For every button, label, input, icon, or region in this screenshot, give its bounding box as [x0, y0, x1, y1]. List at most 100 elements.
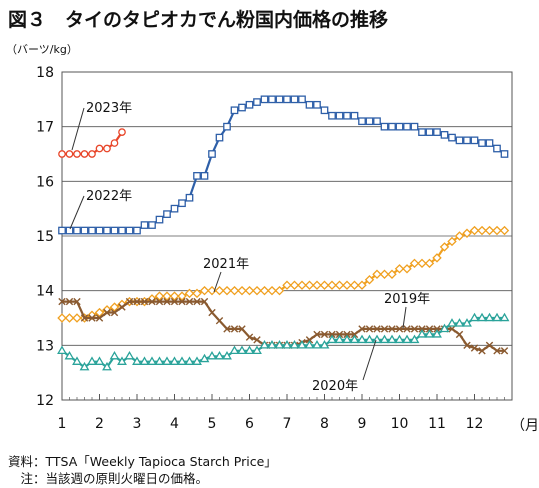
data-point: [58, 150, 66, 158]
data-point: [193, 297, 201, 306]
data-point: [237, 345, 247, 355]
data-point: [364, 275, 375, 285]
data-point: [193, 172, 201, 180]
data-point: [447, 318, 457, 327]
series-2022: [58, 95, 509, 235]
data-point: [65, 150, 74, 158]
data-point: [478, 139, 486, 147]
data-point: [440, 131, 449, 139]
data-point: [455, 136, 464, 145]
data-point: [349, 280, 360, 290]
data-point: [118, 226, 126, 235]
series-label: 2023年: [86, 101, 132, 116]
data-point: [80, 314, 89, 322]
data-point: [109, 302, 120, 312]
x-tick-label: 1: [58, 416, 67, 432]
data-point: [109, 350, 120, 360]
data-point: [424, 258, 435, 269]
data-point: [380, 122, 389, 131]
data-point: [485, 341, 494, 350]
data-point: [163, 210, 171, 218]
data-point: [304, 280, 315, 290]
data-point: [110, 139, 119, 147]
data-point: [155, 297, 164, 306]
data-point: [208, 308, 216, 317]
y-tick-label: 13: [36, 338, 54, 354]
data-point: [484, 312, 495, 322]
data-point: [185, 193, 194, 202]
data-point: [73, 226, 81, 235]
y-tick-label: 14: [36, 284, 54, 300]
data-point: [73, 297, 81, 306]
y-axis-ticks: 12 13 14 15 16 17 18: [36, 65, 54, 409]
data-point: [103, 144, 111, 153]
data-point: [148, 221, 156, 229]
data-point: [485, 139, 494, 147]
data-point: [237, 285, 247, 296]
data-point: [290, 95, 299, 104]
data-point: [334, 280, 345, 290]
data-point: [319, 280, 330, 290]
data-point: [125, 297, 134, 306]
data-point: [379, 269, 390, 279]
data-point: [124, 350, 135, 360]
data-point: [88, 226, 96, 235]
data-point: [418, 325, 426, 333]
data-point: [95, 226, 104, 235]
data-point: [372, 269, 382, 279]
data-point: [244, 285, 255, 296]
data-point: [403, 325, 411, 333]
data-point: [72, 313, 82, 323]
data-point: [462, 228, 472, 238]
label-leader-line: [71, 107, 85, 151]
data-point: [432, 329, 442, 338]
y-tick-label: 17: [36, 120, 54, 136]
data-point: [305, 336, 314, 344]
data-point: [328, 330, 336, 339]
data-point: [380, 325, 389, 333]
data-point: [65, 297, 74, 306]
data-point: [88, 150, 96, 158]
data-point: [447, 236, 457, 247]
data-point: [95, 314, 104, 322]
data-point: [463, 341, 471, 350]
note-text: 注：当該週の原則火曜日の価格。: [8, 471, 208, 486]
data-point: [403, 122, 411, 131]
data-point: [410, 325, 419, 333]
data-point: [200, 172, 209, 180]
data-point: [454, 318, 465, 327]
data-point: [365, 117, 374, 126]
y-tick-label: 18: [36, 65, 54, 81]
x-tick-label: 12: [466, 416, 484, 432]
data-point: [298, 95, 306, 104]
data-point: [259, 340, 270, 349]
series-label: 2020年: [312, 379, 358, 394]
series-labels: 2023年 2022年 2021年 2019年 2020年: [69, 101, 430, 394]
data-point: [454, 231, 465, 241]
data-point: [178, 199, 186, 208]
y-axis-unit: （バーツ/kg）: [6, 43, 78, 56]
data-point: [133, 297, 141, 306]
series-line: [61, 316, 505, 369]
data-point: [79, 361, 90, 371]
data-point: [470, 136, 479, 145]
data-point: [349, 334, 360, 344]
label-leader-line: [213, 271, 222, 293]
data-point: [253, 98, 261, 106]
series-label: 2019年: [384, 292, 430, 307]
data-point: [283, 95, 291, 104]
x-tick-label: 11: [428, 416, 446, 432]
data-point: [388, 122, 396, 131]
data-point: [492, 225, 502, 236]
data-point: [72, 356, 82, 365]
series-2020: [57, 312, 510, 371]
data-point: [387, 269, 397, 279]
data-point: [320, 330, 329, 339]
data-point: [253, 336, 261, 344]
data-point: [282, 280, 292, 290]
data-point: [394, 334, 405, 344]
data-point: [169, 291, 180, 301]
data-point: [417, 258, 427, 269]
data-point: [409, 334, 420, 344]
data-point: [402, 334, 412, 344]
